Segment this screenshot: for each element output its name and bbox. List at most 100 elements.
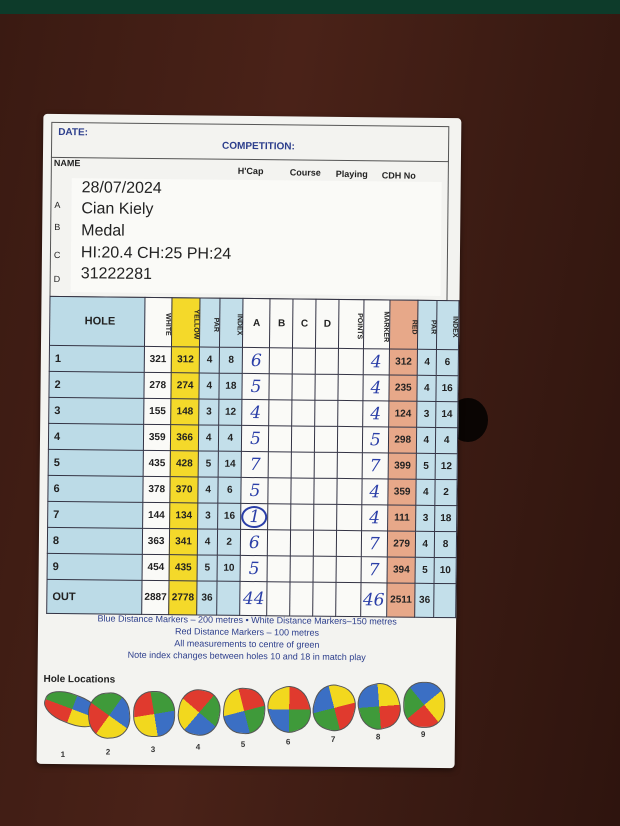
cell-d[interactable]	[315, 374, 339, 401]
cell-a[interactable]: 5	[242, 373, 270, 400]
cell-marker[interactable]: 4	[362, 400, 390, 427]
cell-a[interactable]: 5	[241, 477, 269, 504]
handwritten-score: 7	[368, 559, 380, 580]
cell-c[interactable]	[292, 399, 316, 427]
green-diagram-5	[221, 686, 268, 736]
cell-a[interactable]: 1	[241, 503, 269, 530]
cell-points[interactable]	[336, 556, 361, 583]
date-value: 28/07/2024	[81, 179, 162, 198]
cell-index: 16	[217, 503, 242, 530]
cell-d[interactable]	[314, 452, 338, 479]
cell-b[interactable]	[268, 425, 293, 452]
cell-marker[interactable]: 7	[360, 556, 388, 583]
cell-d[interactable]	[313, 530, 337, 557]
cell-points[interactable]	[336, 504, 362, 531]
cell-d[interactable]	[315, 348, 339, 375]
value: 8	[442, 539, 449, 551]
cell-c[interactable]	[290, 581, 314, 617]
cell-red_par: 4	[417, 375, 437, 402]
cell-white: 378	[143, 476, 171, 503]
cell-points[interactable]	[337, 400, 363, 427]
cell-d[interactable]	[314, 400, 339, 427]
cell-b[interactable]	[267, 529, 291, 556]
cell-a[interactable]: 44	[240, 581, 268, 616]
cell-a[interactable]: 7	[241, 451, 269, 478]
value: 6	[226, 484, 233, 496]
cell-red_par: 3	[416, 401, 437, 428]
cell-yellow: 341	[169, 528, 198, 555]
value: 5	[422, 564, 428, 576]
cell-par: 36	[196, 580, 218, 616]
cell-b[interactable]	[269, 373, 293, 400]
hole-location-number: 6	[285, 737, 291, 747]
cell-red_index: 18	[434, 505, 457, 532]
cell-d[interactable]	[312, 582, 337, 617]
cell-par: 4	[197, 528, 218, 556]
score-table: HOLE WHITE YELLOW PAR INDEX A B C D POINTS MARKER R…	[46, 296, 459, 618]
handwritten-score: 4	[250, 402, 262, 423]
cell-c[interactable]	[292, 373, 316, 401]
cell-c[interactable]	[291, 451, 315, 479]
value: 14	[441, 409, 453, 421]
cell-a[interactable]: 4	[242, 399, 270, 426]
cell-marker[interactable]: 46	[360, 582, 388, 617]
cell-points[interactable]	[336, 478, 362, 505]
cell-marker[interactable]: 5	[362, 426, 389, 453]
competition-label: COMPETITION:	[222, 140, 295, 153]
cell-c[interactable]	[290, 555, 314, 583]
cell-b[interactable]	[269, 399, 293, 426]
cell-a[interactable]: 6	[240, 529, 269, 556]
cell-marker[interactable]: 7	[361, 452, 389, 479]
cell-c[interactable]	[291, 425, 315, 453]
cell-points[interactable]	[336, 530, 362, 557]
name-label: NAME	[53, 157, 81, 169]
cell-marker[interactable]: 4	[362, 374, 390, 401]
value: 2	[226, 536, 233, 548]
cell-c[interactable]	[291, 477, 315, 505]
value: 2887	[144, 591, 167, 604]
cell-points[interactable]	[338, 374, 363, 401]
value: 235	[394, 382, 412, 394]
cell-c[interactable]	[290, 503, 315, 531]
cell-points[interactable]	[338, 348, 364, 375]
cell-marker[interactable]: 7	[360, 530, 388, 557]
cell-index: 8	[219, 347, 243, 374]
cell-c[interactable]	[290, 529, 314, 557]
value: 10	[439, 565, 451, 577]
header-par: PAR	[417, 300, 438, 350]
cell-a[interactable]: 6	[242, 347, 270, 374]
cell-b[interactable]	[268, 477, 292, 504]
cell-marker[interactable]: 4	[361, 478, 389, 505]
value: 4	[206, 380, 213, 392]
cell-b[interactable]	[268, 503, 292, 530]
value: 454	[147, 561, 165, 574]
cell-b[interactable]	[267, 555, 291, 582]
cell-d[interactable]	[313, 556, 337, 583]
cell-marker[interactable]: 4	[361, 504, 388, 531]
value: 148	[176, 406, 194, 418]
value: 4	[423, 434, 430, 446]
header-index: INDEX	[219, 298, 244, 348]
cell-points[interactable]	[335, 582, 361, 617]
cell-b[interactable]	[268, 451, 292, 478]
cell-points[interactable]	[337, 452, 363, 479]
value: 18	[440, 513, 452, 525]
header-par: PAR	[199, 297, 221, 348]
cell-d[interactable]	[314, 426, 338, 453]
value: 5	[204, 562, 211, 574]
cell-red: 111	[387, 504, 417, 532]
cell-d[interactable]	[313, 504, 337, 531]
cell-marker[interactable]: 4	[362, 348, 390, 375]
cell-points[interactable]	[337, 426, 363, 453]
handwritten-score: 5	[249, 428, 262, 449]
cell-c[interactable]	[292, 347, 316, 375]
cell-b[interactable]	[267, 581, 291, 616]
cell-b[interactable]	[269, 347, 293, 374]
cell-a[interactable]: 5	[241, 425, 270, 452]
playing-label: Playing	[335, 168, 368, 180]
green-diagram-8	[353, 678, 406, 734]
cell-d[interactable]	[314, 478, 338, 505]
cell-a[interactable]: 5	[240, 555, 268, 582]
handwritten-score: 1	[241, 505, 268, 528]
cell-par: 3	[198, 398, 220, 426]
